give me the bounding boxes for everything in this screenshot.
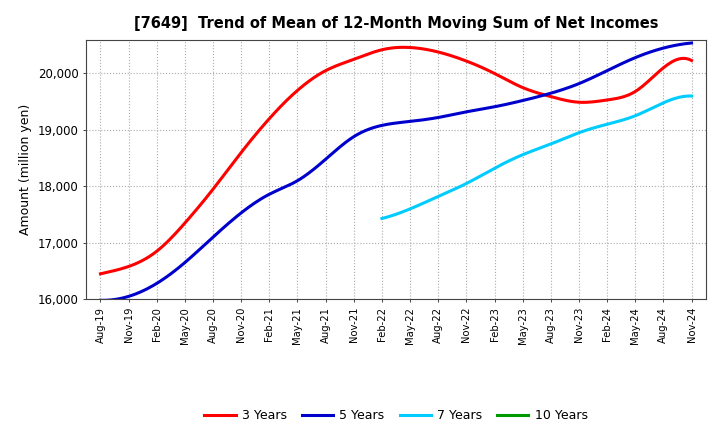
3 Years bbox=[98, 271, 107, 276]
7 Years bbox=[567, 133, 576, 138]
7 Years bbox=[687, 93, 696, 99]
7 Years bbox=[562, 135, 570, 140]
5 Years bbox=[634, 54, 642, 59]
3 Years bbox=[450, 54, 459, 59]
7 Years bbox=[658, 101, 667, 106]
5 Years bbox=[596, 71, 605, 77]
3 Years bbox=[96, 271, 105, 276]
7 Years bbox=[377, 216, 386, 221]
5 Years bbox=[450, 112, 459, 117]
3 Years bbox=[448, 53, 456, 59]
3 Years bbox=[634, 87, 642, 92]
Y-axis label: Amount (million yen): Amount (million yen) bbox=[19, 104, 32, 235]
Line: 3 Years: 3 Years bbox=[101, 48, 691, 274]
5 Years bbox=[96, 298, 105, 303]
3 Years bbox=[687, 58, 696, 63]
7 Years bbox=[561, 136, 570, 141]
7 Years bbox=[639, 110, 647, 115]
Line: 7 Years: 7 Years bbox=[382, 96, 691, 219]
5 Years bbox=[98, 298, 107, 303]
5 Years bbox=[460, 110, 469, 115]
7 Years bbox=[685, 93, 694, 99]
3 Years bbox=[460, 58, 469, 63]
Title: [7649]  Trend of Mean of 12-Month Moving Sum of Net Incomes: [7649] Trend of Mean of 12-Month Moving … bbox=[134, 16, 658, 32]
Legend: 3 Years, 5 Years, 7 Years, 10 Years: 3 Years, 5 Years, 7 Years, 10 Years bbox=[199, 404, 593, 427]
5 Years bbox=[687, 40, 696, 46]
7 Years bbox=[379, 216, 387, 221]
Line: 5 Years: 5 Years bbox=[101, 43, 691, 301]
3 Years bbox=[596, 98, 605, 103]
5 Years bbox=[100, 298, 109, 303]
3 Years bbox=[399, 45, 408, 50]
5 Years bbox=[448, 112, 456, 117]
